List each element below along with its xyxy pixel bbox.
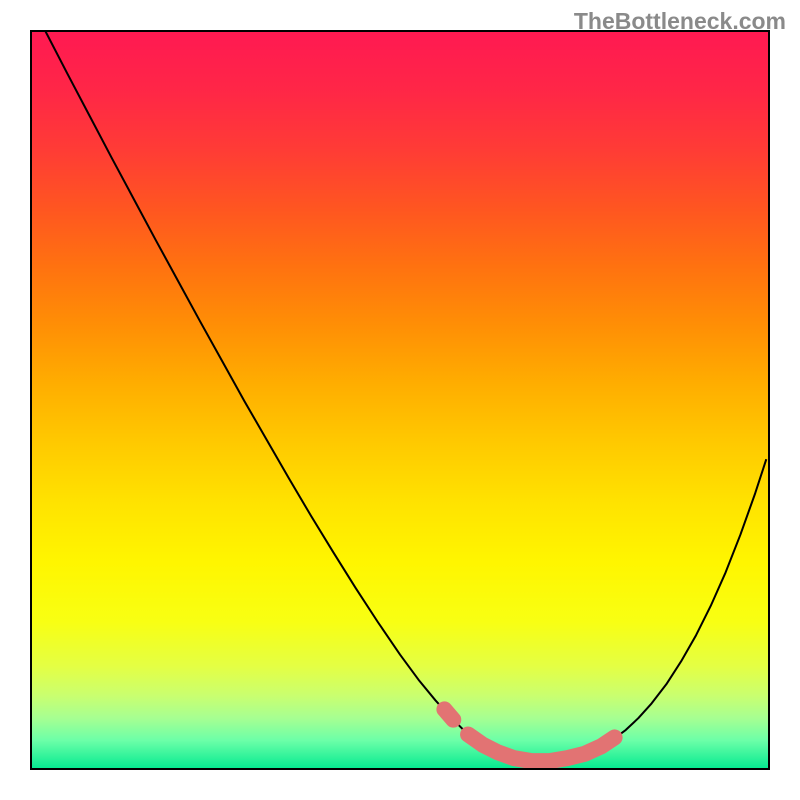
bottleneck-chart [30, 30, 770, 770]
chart-container: TheBottleneck.com [0, 0, 800, 800]
chart-svg [30, 30, 770, 770]
